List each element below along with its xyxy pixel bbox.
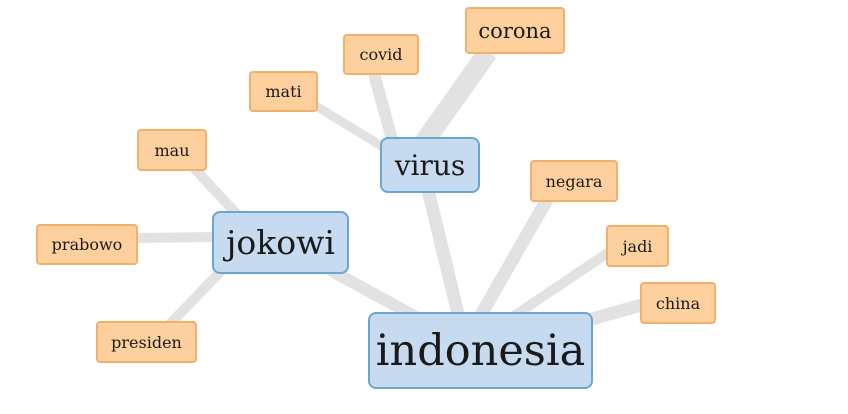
edge-virus-mati (313, 102, 391, 154)
node-corona: corona (465, 7, 565, 54)
edge-jokowi-presiden (164, 266, 226, 330)
edge-indonesia-jadi (502, 245, 615, 327)
node-mau: mau (137, 129, 207, 171)
edge-jokowi-prabowo (135, 232, 219, 243)
edge-indonesia-virus (421, 188, 467, 324)
node-covid: covid (343, 34, 419, 75)
node-indonesia: indonesia (368, 312, 593, 389)
node-china: china (640, 282, 716, 324)
node-mati: mati (249, 71, 318, 112)
node-presiden: presiden (96, 321, 197, 363)
node-jadi: jadi (606, 225, 669, 267)
node-prabowo: prabowo (36, 224, 138, 265)
edge-virus-corona (411, 46, 497, 154)
node-virus: virus (380, 137, 480, 193)
edge-indonesia-jokowi (327, 264, 421, 324)
node-jokowi: jokowi (212, 211, 349, 274)
node-negara: negara (530, 160, 618, 202)
edge-indonesia-negara (472, 194, 554, 324)
